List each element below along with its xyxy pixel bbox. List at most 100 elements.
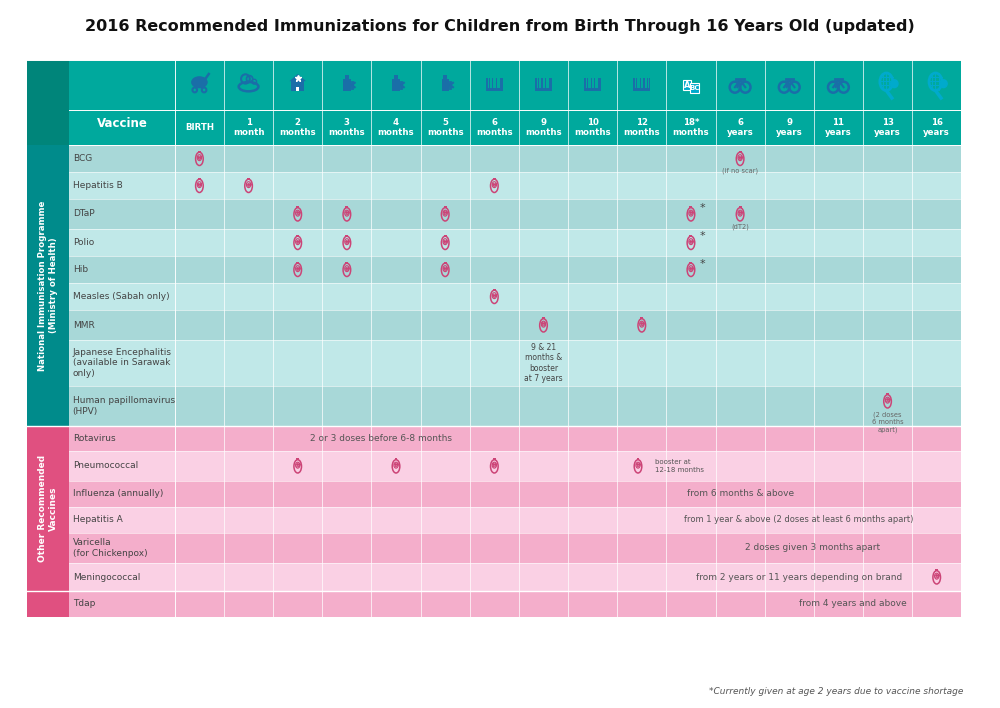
Bar bbox=[486, 78, 488, 88]
Text: booster at
12-18 months: booster at 12-18 months bbox=[655, 459, 704, 472]
Bar bbox=[912, 110, 961, 145]
Text: 11
years: 11 years bbox=[825, 118, 852, 137]
Text: Polio: Polio bbox=[73, 238, 94, 247]
Text: BCG: BCG bbox=[73, 154, 92, 163]
Bar bbox=[541, 79, 543, 88]
Bar bbox=[647, 79, 648, 88]
Bar bbox=[296, 262, 299, 264]
Text: Japanese Encephalitis
(available in Sarawak
only): Japanese Encephalitis (available in Sara… bbox=[73, 348, 172, 378]
Bar bbox=[689, 262, 692, 264]
Bar bbox=[535, 88, 552, 91]
Text: Influenza (annually): Influenza (annually) bbox=[73, 489, 163, 498]
Bar bbox=[500, 79, 501, 88]
Bar bbox=[224, 110, 273, 145]
Text: 18*
months: 18* months bbox=[673, 118, 709, 137]
Circle shape bbox=[940, 80, 947, 88]
Bar bbox=[69, 533, 961, 563]
Text: (if no scar): (if no scar) bbox=[722, 168, 758, 174]
Bar bbox=[69, 426, 961, 451]
Text: Vaccine: Vaccine bbox=[96, 117, 147, 130]
Text: *Currently given at age 2 years due to vaccine shortage: *Currently given at age 2 years due to v… bbox=[709, 687, 963, 697]
Bar bbox=[545, 79, 546, 88]
Text: 12
months: 12 months bbox=[623, 118, 660, 137]
Bar bbox=[633, 88, 650, 91]
Text: MMR: MMR bbox=[73, 321, 94, 329]
Text: 1
month: 1 month bbox=[233, 118, 264, 137]
Bar bbox=[649, 78, 650, 88]
Bar bbox=[69, 199, 961, 229]
Bar bbox=[591, 79, 592, 88]
Bar bbox=[598, 79, 599, 88]
Bar bbox=[587, 79, 588, 88]
Bar bbox=[739, 207, 742, 208]
Text: Hepatitis B: Hepatitis B bbox=[73, 181, 122, 190]
Bar bbox=[542, 317, 545, 319]
Bar bbox=[633, 78, 635, 88]
Text: *: * bbox=[699, 258, 705, 268]
Text: 2016 Recommended Immunizations for Children from Birth Through 16 Years Old (upd: 2016 Recommended Immunizations for Child… bbox=[85, 20, 915, 35]
Text: 9 & 21
months &
booster
at 7 years: 9 & 21 months & booster at 7 years bbox=[524, 343, 563, 383]
Bar bbox=[538, 79, 539, 88]
Bar bbox=[69, 507, 961, 533]
Text: Tdap: Tdap bbox=[73, 600, 95, 608]
Bar bbox=[814, 110, 863, 145]
Bar bbox=[444, 207, 447, 208]
Bar bbox=[198, 151, 201, 153]
Bar bbox=[296, 235, 299, 237]
Text: 10
months: 10 months bbox=[574, 118, 611, 137]
Text: from 4 years and above: from 4 years and above bbox=[799, 600, 906, 608]
Text: A: A bbox=[684, 81, 690, 89]
Bar bbox=[689, 207, 692, 208]
Text: (2 doses
6 months
apart): (2 doses 6 months apart) bbox=[872, 412, 903, 433]
Bar bbox=[69, 60, 961, 110]
Text: Human papillomavirus
(HPV): Human papillomavirus (HPV) bbox=[73, 396, 175, 416]
Bar bbox=[273, 110, 322, 145]
Bar bbox=[765, 110, 814, 145]
Bar bbox=[690, 84, 699, 93]
Bar bbox=[371, 110, 421, 145]
Bar bbox=[345, 75, 349, 79]
Bar bbox=[27, 591, 69, 617]
Text: *: * bbox=[699, 203, 705, 213]
Text: 6
months: 6 months bbox=[476, 118, 513, 137]
Text: 5
months: 5 months bbox=[427, 118, 463, 137]
Bar bbox=[69, 591, 961, 617]
Bar bbox=[489, 79, 490, 88]
Text: 2 doses given 3 months apart: 2 doses given 3 months apart bbox=[745, 544, 880, 552]
Bar bbox=[69, 563, 961, 591]
Bar bbox=[247, 178, 250, 180]
Bar bbox=[493, 459, 496, 460]
Text: Other Recommended
Vaccines: Other Recommended Vaccines bbox=[38, 455, 58, 562]
Text: BIRTH: BIRTH bbox=[185, 123, 214, 132]
Bar bbox=[175, 110, 224, 145]
Text: 16
years: 16 years bbox=[923, 118, 950, 137]
Text: Measles (Sabah only): Measles (Sabah only) bbox=[73, 292, 169, 301]
Bar bbox=[198, 178, 201, 180]
Text: 2 or 3 doses before 6-8 months: 2 or 3 doses before 6-8 months bbox=[310, 434, 452, 443]
Text: BC: BC bbox=[689, 85, 700, 91]
Bar bbox=[640, 317, 643, 319]
Bar bbox=[886, 394, 889, 395]
Bar bbox=[392, 79, 400, 91]
Bar bbox=[345, 207, 348, 208]
Text: (dT2): (dT2) bbox=[731, 223, 749, 229]
Bar bbox=[69, 256, 961, 283]
Bar bbox=[27, 145, 69, 426]
Bar bbox=[496, 79, 497, 88]
Bar bbox=[296, 207, 299, 208]
Text: 13
years: 13 years bbox=[874, 118, 901, 137]
Text: 3
months: 3 months bbox=[329, 118, 365, 137]
Bar bbox=[535, 78, 537, 88]
Bar bbox=[69, 386, 961, 426]
Text: *: * bbox=[699, 232, 705, 241]
Bar bbox=[69, 145, 961, 172]
Bar bbox=[640, 79, 641, 88]
Bar bbox=[444, 235, 447, 237]
Circle shape bbox=[891, 80, 898, 88]
Polygon shape bbox=[289, 74, 306, 81]
Bar bbox=[493, 178, 496, 180]
Ellipse shape bbox=[191, 76, 208, 88]
Bar bbox=[69, 110, 175, 145]
Bar bbox=[345, 262, 348, 264]
Bar bbox=[935, 569, 938, 571]
